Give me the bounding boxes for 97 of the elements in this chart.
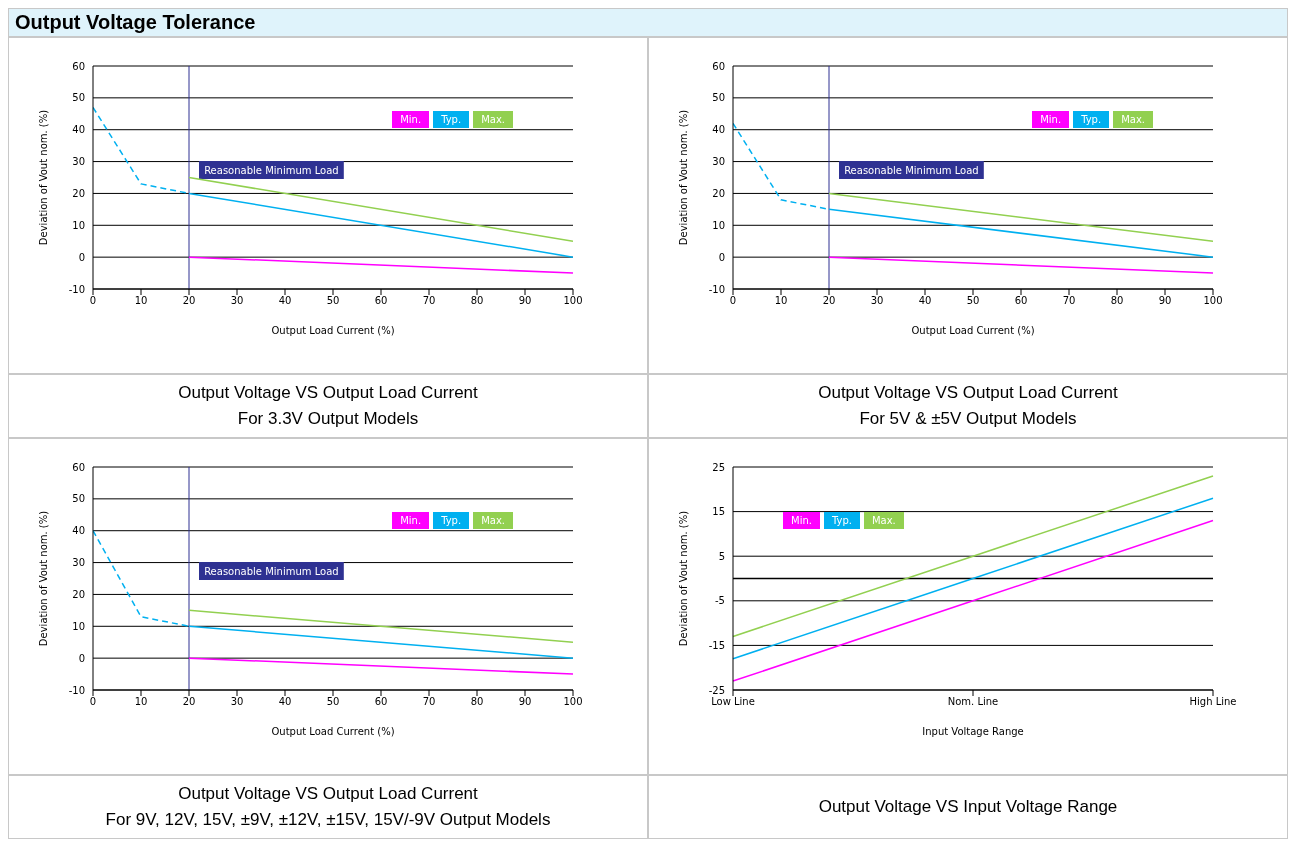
x-tick-label: 100 xyxy=(1203,294,1223,306)
x-tick-label: 30 xyxy=(230,294,244,306)
x-tick-label: 60 xyxy=(374,695,388,707)
x-tick-label: 20 xyxy=(182,294,196,306)
y-tick-label: 50 xyxy=(72,91,85,103)
text: Output Voltage Tolerance xyxy=(8,8,1288,37)
text: Min. xyxy=(1032,110,1070,128)
y-tick-label: 20 xyxy=(72,187,85,199)
x-tick-label: Low Line xyxy=(711,695,755,707)
text: Output Voltage VS Input Voltage Range xyxy=(818,797,1118,817)
x-tick-label: 50 xyxy=(326,695,340,707)
text: Typ. xyxy=(433,110,470,128)
x-tick-label: 0 xyxy=(89,294,97,306)
y-axis-title: Deviation of Vout nom. (%) xyxy=(37,510,49,646)
y-tick-label: 20 xyxy=(72,588,85,600)
ref-line-label: Reasonable Minimum Load xyxy=(204,164,339,175)
x-axis-title: Input Voltage Range xyxy=(922,725,1024,737)
y-tick-label: 10 xyxy=(712,219,725,231)
text: Output Voltage VS Output Load Current xyxy=(178,383,478,403)
x-tick-label: 90 xyxy=(518,294,532,306)
x-tick-label: 30 xyxy=(870,294,884,306)
y-tick-label: 20 xyxy=(712,187,725,199)
text: Typ. xyxy=(1073,110,1110,128)
text: Max. xyxy=(473,511,513,529)
x-tick-label: 0 xyxy=(729,294,737,306)
text: Output Voltage VS Output Load Current xyxy=(178,784,478,804)
x-axis-title: Output Load Current (%) xyxy=(271,725,395,737)
x-tick-label: 60 xyxy=(1014,294,1028,306)
x-tick-label: 70 xyxy=(1062,294,1076,306)
x-tick-label: 80 xyxy=(470,695,484,707)
y-tick-label: -5 xyxy=(715,594,725,606)
y-tick-label: 50 xyxy=(712,91,725,103)
x-axis-title: Output Load Current (%) xyxy=(271,324,395,336)
text: Max. xyxy=(1113,110,1153,128)
y-tick-label: -15 xyxy=(708,639,725,651)
text: Min. xyxy=(392,110,430,128)
y-tick-label: 5 xyxy=(718,550,725,562)
y-tick-label: 30 xyxy=(72,155,85,167)
text: For 3.3V Output Models xyxy=(237,409,419,429)
y-tick-label: 0 xyxy=(78,652,85,664)
x-tick-label: 10 xyxy=(134,695,148,707)
y-tick-label: 60 xyxy=(72,461,85,473)
y-axis-title: Deviation of Vout nom. (%) xyxy=(677,109,689,245)
y-tick-label: 30 xyxy=(72,556,85,568)
y-tick-label: -10 xyxy=(708,283,725,295)
x-tick-label: 70 xyxy=(422,294,436,306)
y-tick-label: -25 xyxy=(708,684,725,696)
x-tick-label: 70 xyxy=(422,695,436,707)
y-tick-label: 15 xyxy=(712,505,725,517)
ref-line-label: Reasonable Minimum Load xyxy=(204,565,339,576)
x-tick-label: 50 xyxy=(326,294,340,306)
y-tick-label: 40 xyxy=(72,524,85,536)
text: Max. xyxy=(473,110,513,128)
x-tick-label: 20 xyxy=(182,695,196,707)
x-tick-label: 40 xyxy=(278,695,292,707)
y-tick-label: 0 xyxy=(718,251,725,263)
y-tick-label: 60 xyxy=(72,60,85,72)
text: Typ. xyxy=(433,511,470,529)
y-tick-label: -10 xyxy=(68,283,85,295)
y-tick-label: 30 xyxy=(712,155,725,167)
x-tick-label: 10 xyxy=(134,294,148,306)
y-tick-label: -10 xyxy=(68,684,85,696)
text: For 5V & ±5V Output Models xyxy=(859,409,1077,429)
ref-line-label: Reasonable Minimum Load xyxy=(844,164,979,175)
x-tick-label: 60 xyxy=(374,294,388,306)
text: Max. xyxy=(863,511,904,529)
x-tick-label: 100 xyxy=(563,294,583,306)
text: Min. xyxy=(392,511,430,529)
x-tick-label: 30 xyxy=(230,695,244,707)
y-tick-label: 50 xyxy=(72,492,85,504)
x-tick-label: 0 xyxy=(89,695,97,707)
y-tick-label: 40 xyxy=(712,123,725,135)
x-tick-label: High Line xyxy=(1189,695,1237,707)
x-tick-label: 90 xyxy=(518,695,532,707)
x-tick-label: 100 xyxy=(563,695,583,707)
x-tick-label: 10 xyxy=(774,294,788,306)
y-axis-title: Deviation of Vout nom. (%) xyxy=(677,510,689,646)
x-axis-title: Output Load Current (%) xyxy=(911,324,1035,336)
x-tick-label: 80 xyxy=(470,294,484,306)
y-tick-label: 40 xyxy=(72,123,85,135)
text: For 9V, 12V, 15V, ±9V, ±12V, ±15V, 15V/-9V Output Models xyxy=(105,810,551,830)
y-tick-label: 10 xyxy=(72,620,85,632)
x-tick-label: 20 xyxy=(822,294,836,306)
y-tick-label: 0 xyxy=(78,251,85,263)
y-tick-label: 60 xyxy=(712,60,725,72)
x-tick-label: 90 xyxy=(1158,294,1172,306)
y-tick-label: 10 xyxy=(72,219,85,231)
x-tick-label: 80 xyxy=(1110,294,1124,306)
x-tick-label: Nom. Line xyxy=(947,695,999,707)
y-axis-title: Deviation of Vout nom. (%) xyxy=(37,109,49,245)
text: Typ. xyxy=(823,511,860,529)
text: Output Voltage VS Output Load Current xyxy=(818,383,1118,403)
x-tick-label: 50 xyxy=(966,294,980,306)
y-tick-label: 25 xyxy=(712,461,725,473)
text: Min. xyxy=(783,511,820,529)
x-tick-label: 40 xyxy=(278,294,292,306)
x-tick-label: 40 xyxy=(918,294,932,306)
